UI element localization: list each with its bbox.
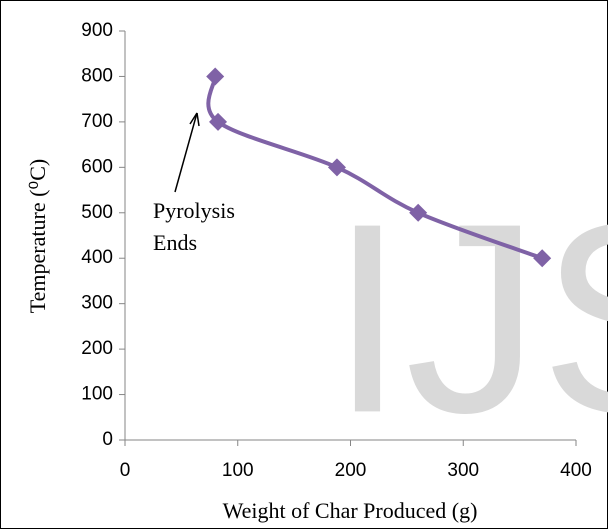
- x-tick-label: 100: [222, 460, 254, 481]
- x-axis-title: Weight of Char Produced (g): [223, 498, 478, 523]
- marker: [533, 249, 552, 268]
- y-tick-label: 400: [81, 247, 113, 268]
- y-tick-label: 500: [81, 202, 113, 223]
- x-tick-label: 200: [335, 460, 367, 481]
- marker: [409, 203, 428, 222]
- annotation: Pyrolysis: [153, 198, 235, 223]
- marker: [206, 67, 225, 86]
- y-tick-label: 300: [81, 293, 113, 314]
- y-tick-label: 800: [81, 65, 113, 86]
- y-tick-label: 900: [81, 20, 113, 41]
- x-tick-label: 300: [447, 460, 479, 481]
- arrow-head: [189, 112, 200, 127]
- y-tick-label: 0: [102, 429, 113, 450]
- arrow: [174, 112, 198, 193]
- marker: [327, 158, 346, 177]
- x-tick-label: 400: [560, 460, 592, 481]
- y-tick-label: 700: [81, 111, 113, 132]
- watermark: IJS: [330, 168, 608, 469]
- x-tick-label: 0: [120, 460, 131, 481]
- y-tick-label: 600: [81, 156, 113, 177]
- y-tick-label: 200: [81, 338, 113, 359]
- y-tick-label: 100: [81, 384, 113, 405]
- marker: [209, 112, 228, 131]
- y-axis-title: Temperature (⁰C): [25, 159, 50, 313]
- annotation: Ends: [153, 230, 197, 255]
